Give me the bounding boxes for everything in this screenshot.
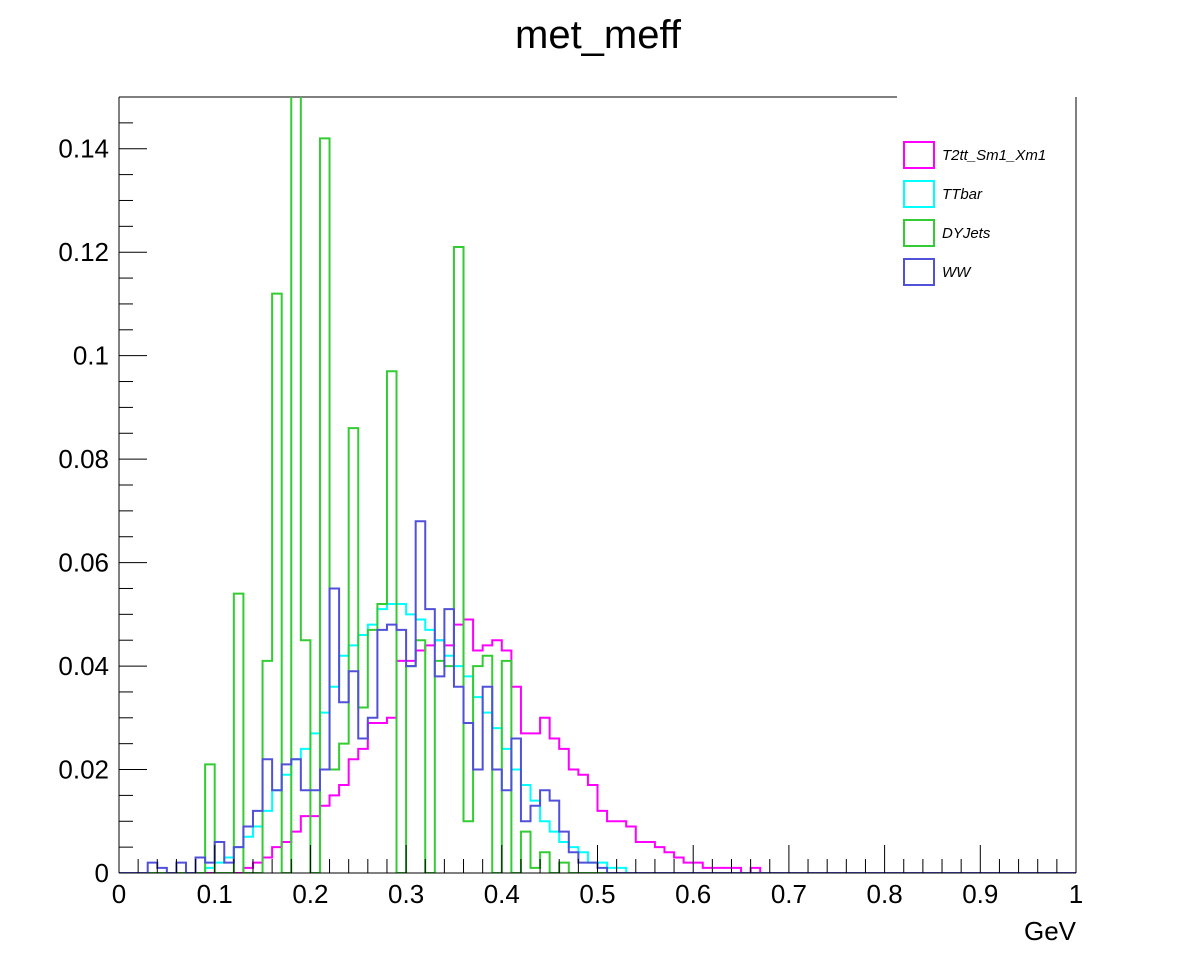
y-tick-label: 0 [95,858,109,888]
legend-swatch [903,219,935,247]
y-axis: 0 0.02 0.04 0.06 0.08 0.1 0.12 0.14 [58,96,147,888]
legend-label: WW [942,264,972,281]
x-tick-label: 1 [1069,879,1083,909]
y-tick-label: 0.04 [58,651,109,681]
series-ww [119,520,1076,873]
y-tick-label: 0.14 [58,134,109,164]
x-tick-label: 0.4 [484,879,520,909]
legend-swatch [903,258,935,286]
x-tick-label: 0.9 [962,879,998,909]
x-tick-label: 0.2 [292,879,328,909]
chart-title: met_meff [515,13,682,57]
plot-frame [119,96,1077,873]
legend-label: DYJets [942,225,991,242]
legend-label: TTbar [942,186,983,203]
legend-label: T2tt_Sm1_Xm1 [942,147,1046,164]
y-tick-label: 0.12 [58,237,109,267]
y-tick-label: 0.08 [58,444,109,474]
x-axis: 0 0.1 0.2 0.3 0.4 0.5 0.6 0.7 0.8 0.9 1 [112,845,1083,909]
series-t2tt-sm1-xm1 [119,618,1076,873]
x-tick-label: 0 [112,879,126,909]
x-tick-label: 0.7 [771,879,807,909]
y-tick-label: 0.02 [58,755,109,785]
legend-swatch [903,180,935,208]
series-layer [119,97,1076,873]
x-tick-label: 0.1 [197,879,233,909]
x-axis-title: GeV [1024,916,1077,946]
y-tick-label: 0.06 [58,548,109,578]
x-tick-label: 0.8 [867,879,903,909]
series-dyjets [119,97,1076,873]
legend-swatch [903,141,935,169]
legend: T2tt_Sm1_Xm1 TTbar DYJets WW [903,141,1046,286]
y-tick-label: 0.1 [73,341,109,371]
x-tick-label: 0.3 [388,879,424,909]
x-tick-label: 0.6 [675,879,711,909]
x-tick-label: 0.5 [579,879,615,909]
